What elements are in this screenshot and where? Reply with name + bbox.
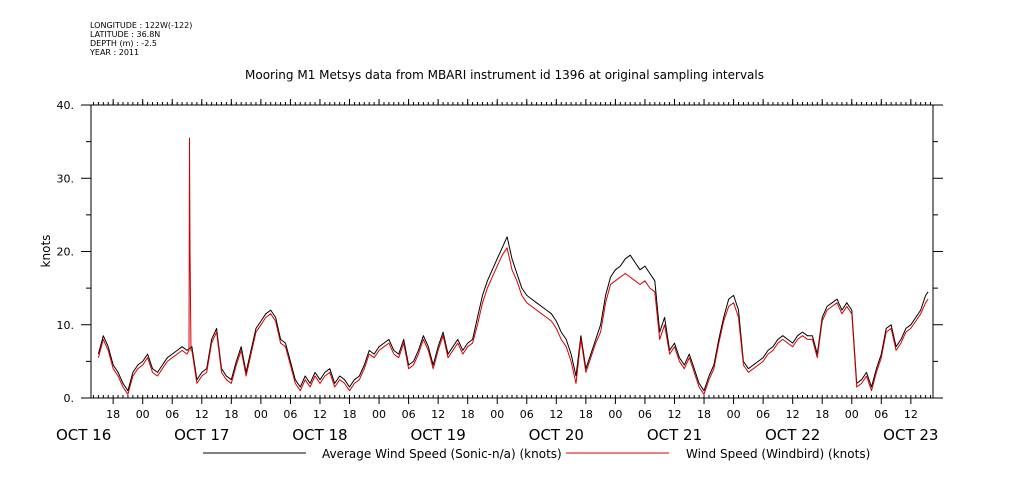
x-tick-label: 18: [697, 408, 711, 421]
x-tick-label: 00: [372, 408, 386, 421]
x-day-label: OCT 23: [883, 426, 938, 444]
y-tick-label: 0.: [64, 392, 75, 405]
x-tick-label: 00: [608, 408, 622, 421]
year-label: YEAR : 2011: [90, 48, 140, 57]
legend-label-windbird: Wind Speed (Windbird) (knots): [686, 447, 870, 461]
x-tick-label: 18: [106, 408, 120, 421]
series-line-windbird: [97, 137, 929, 395]
x-tick-label: 18: [579, 408, 593, 421]
series-lines: [97, 137, 929, 395]
x-day-label: OCT 22: [765, 426, 820, 444]
x-day-label: OCT 16: [56, 426, 111, 444]
x-tick-label: 06: [638, 408, 652, 421]
x-tick-label: 00: [490, 408, 504, 421]
x-day-label: OCT 20: [529, 426, 584, 444]
x-tick-label: 12: [431, 408, 445, 421]
x-tick-label: 06: [520, 408, 534, 421]
y-tick-label: 30.: [57, 172, 75, 185]
x-tick-label: 18: [343, 408, 357, 421]
station-metadata: LONGITUDE : 122W(-122) LATITUDE : 36.8N …: [90, 21, 192, 57]
x-tick-label: 06: [756, 408, 770, 421]
longitude-label: LONGITUDE : 122W(-122): [90, 21, 193, 30]
depth-label: DEPTH (m) : -2.5: [90, 39, 157, 48]
x-tick-label: 12: [786, 408, 800, 421]
x-tick-label: 00: [254, 408, 268, 421]
x-tick-label: 00: [136, 408, 150, 421]
latitude-label: LATITUDE : 36.8N: [90, 30, 161, 39]
x-tick-label: 18: [461, 408, 475, 421]
x-tick-label: 12: [313, 408, 327, 421]
axes: 18 00 06 12 18 00 06 12 18 00 06 12 18 00 06 12 18 00 06 12…: [56, 99, 943, 444]
x-tick-label: 00: [845, 408, 859, 421]
x-day-label: OCT 21: [647, 426, 702, 444]
x-day-label: OCT 19: [410, 426, 465, 444]
x-tick-label: 12: [667, 408, 681, 421]
x-tick-label: 06: [283, 408, 297, 421]
y-tick-label: 10.: [57, 319, 75, 332]
x-tick-label: 06: [165, 408, 179, 421]
x-day-label: OCT 17: [174, 426, 229, 444]
x-tick-label: 12: [904, 408, 918, 421]
y-axis-label: knots: [39, 235, 53, 268]
x-tick-label: 12: [549, 408, 563, 421]
x-tick-label: 00: [727, 408, 741, 421]
x-tick-label: 18: [224, 408, 238, 421]
x-tick-label: 06: [874, 408, 888, 421]
legend-label-sonic: Average Wind Speed (Sonic-n/a) (knots): [322, 447, 562, 461]
plot-frame: [90, 104, 934, 399]
x-day-label: OCT 18: [292, 426, 347, 444]
y-tick-label: 20.: [57, 246, 75, 259]
x-tick-label: 12: [195, 408, 209, 421]
y-tick-label: 40.: [57, 99, 75, 112]
x-tick-label: 06: [402, 408, 416, 421]
chart-title: Mooring M1 Metsys data from MBARI instru…: [245, 68, 764, 82]
legend: Average Wind Speed (Sonic-n/a) (knots) Wi…: [203, 447, 870, 461]
series-line-sonic: [97, 236, 929, 392]
x-tick-label: 18: [815, 408, 829, 421]
